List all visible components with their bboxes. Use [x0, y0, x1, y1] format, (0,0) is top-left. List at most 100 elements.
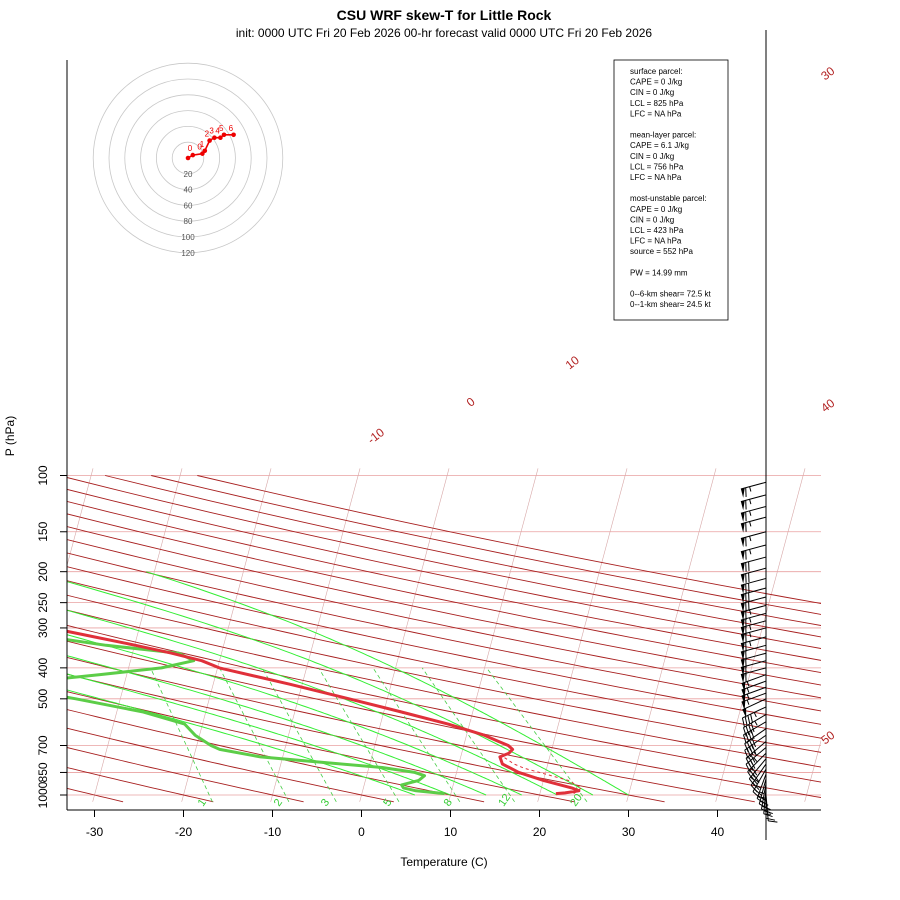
info-line: mean-layer parcel:: [630, 131, 696, 140]
wind-barb-staff: [745, 747, 767, 765]
wind-barb-full: [750, 776, 758, 784]
wind-barb: [765, 794, 778, 823]
wind-barb-half: [746, 681, 750, 687]
x-tick-label: -30: [86, 825, 104, 839]
info-line: CAPE = 0 J/kg: [630, 205, 682, 214]
y-tick-label: 400: [36, 658, 50, 678]
wind-barb-flag: [740, 619, 745, 629]
moist-adiabat-lines: [67, 571, 629, 796]
wind-barb: [740, 544, 767, 561]
wind-barb-staff: [745, 741, 767, 759]
isotherm-line: [92, 468, 183, 802]
wind-barb: [740, 636, 767, 653]
wind-barb-staff: [750, 763, 767, 786]
info-line: LCL = 756 hPa: [630, 162, 684, 171]
wind-barb-full: [747, 762, 754, 771]
hodograph-point-label: 1: [200, 140, 205, 149]
wind-barb: [740, 531, 767, 548]
hodograph-point: [185, 155, 191, 161]
dry-adiabat: [67, 691, 575, 803]
wind-barb-full: [748, 724, 752, 734]
wind-barb-flag: [740, 633, 745, 644]
wind-barb-full: [749, 769, 756, 778]
wind-barb-staff: [758, 778, 767, 805]
wind-barb-staff: [741, 686, 767, 697]
hodograph-ring-label: 80: [184, 217, 193, 226]
wind-barb-half: [749, 625, 752, 631]
isotherm-line: [270, 468, 361, 802]
info-line: LFC = NA hPa: [630, 109, 682, 118]
wind-barb-full: [743, 734, 747, 744]
wind-barb-half: [753, 712, 757, 718]
wind-barb-flag: [740, 673, 745, 684]
dry-adiabat: [67, 747, 304, 803]
moist-adiabat: [67, 655, 487, 796]
wind-barb-full: [746, 748, 752, 758]
wind-barb-flag: [740, 522, 745, 533]
wind-barb-staff: [740, 596, 767, 605]
dry-adiabat: [67, 656, 755, 803]
dry-adiabat: [67, 673, 665, 803]
wind-barb: [740, 577, 767, 594]
hodograph-point: [221, 132, 227, 138]
mixing-ratio-line: [372, 667, 461, 803]
hodograph-ring-label: 60: [184, 201, 193, 210]
wind-barb: [740, 667, 767, 684]
hodograph-point: [212, 135, 217, 140]
mixing-ratio-lines: [150, 667, 588, 803]
wind-barb-full: [750, 713, 754, 724]
y-tick-label: 300: [36, 618, 50, 638]
mixing-ratio-labels: 1 2 3 5 8 12 20: [196, 792, 585, 809]
wind-barb-full: [749, 746, 754, 756]
wind-barb-flag: [740, 584, 745, 594]
mixing-ratio-label: 5: [381, 797, 394, 809]
wind-barb-flag: [740, 500, 745, 511]
wind-barb-flag: [740, 573, 745, 584]
wind-barb: [743, 714, 767, 737]
moist-adiabat: [67, 673, 451, 796]
wind-barb-staff: [740, 612, 767, 621]
wind-barb-staff: [740, 516, 767, 525]
isotherm-line: [626, 468, 717, 802]
wind-barb-full: [751, 744, 757, 754]
wind-barb-full: [754, 788, 762, 796]
isotherm-label: 10: [563, 353, 582, 372]
wind-barb-flag: [741, 700, 746, 711]
wind-barb: [741, 692, 767, 711]
mixing-ratio-line: [261, 667, 337, 802]
wind-barb-staff: [740, 567, 767, 576]
wind-barb-staff: [740, 577, 767, 586]
dry-adiabat: [67, 609, 821, 768]
mixing-ratio-label: 12: [496, 792, 513, 809]
wind-barb-full: [763, 810, 773, 815]
hodograph-ring-label: 120: [181, 249, 195, 258]
hodograph-ring: [108, 78, 268, 238]
y-tick-label: 700: [36, 735, 50, 755]
wind-barb-flag: [740, 666, 745, 677]
dry-adiabat: [67, 727, 394, 803]
wind-barb-staff: [740, 660, 767, 668]
wind-barb-half: [749, 632, 752, 638]
wind-barb-half: [754, 720, 758, 726]
hodograph-ring: [92, 62, 284, 254]
wind-barb-staff: [742, 706, 767, 719]
dry-adiabat: [67, 624, 821, 783]
hodograph-point: [190, 152, 196, 158]
wind-barb-flag: [740, 512, 745, 522]
wind-barb-staff: [741, 692, 767, 703]
x-tick-label: 40: [711, 825, 725, 839]
wind-barb-staff: [740, 652, 767, 661]
wind-barb-staff: [740, 667, 767, 676]
x-tick-label: 20: [533, 825, 547, 839]
wind-barb: [741, 686, 767, 705]
wind-barb-flag: [740, 488, 745, 498]
dry-adiabat: [67, 488, 821, 649]
wind-barb-staff: [740, 494, 767, 503]
mixing-ratio-line: [318, 667, 400, 803]
wind-barb-flag: [740, 537, 745, 548]
temperature-trace: [67, 629, 581, 796]
info-line: PW = 14.99 mm: [630, 268, 688, 277]
wind-barb-staff: [740, 556, 767, 565]
